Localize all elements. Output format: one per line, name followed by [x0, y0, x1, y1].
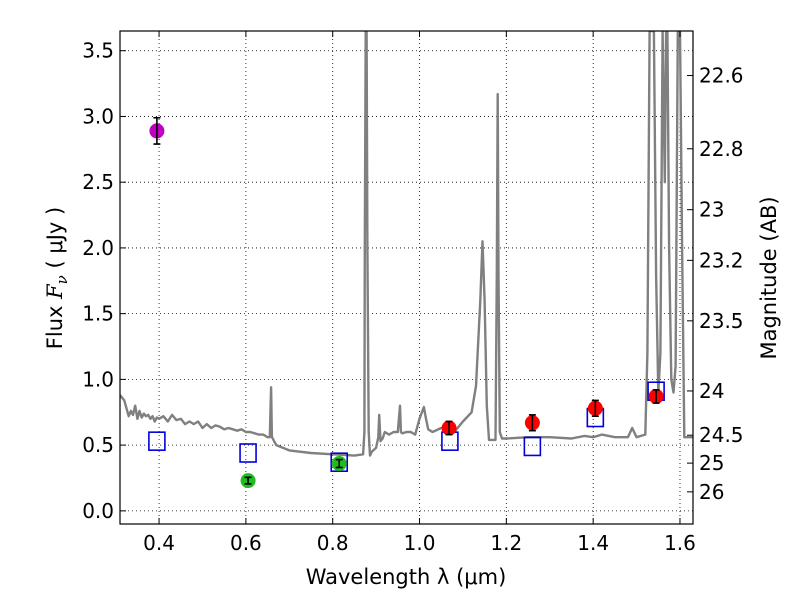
y-tick-label: 1.5 — [82, 302, 114, 326]
axis-ticks: 0.4 0.6 0.8 1.0 1.2 1.4 1.6 0.0 0.5 1.0 1.5 2.0 2.5 3… — [82, 31, 744, 555]
y-tick-label: 0.5 — [82, 433, 114, 457]
plot-frame — [119, 30, 694, 525]
markers — [148, 116, 665, 489]
mag-tick-label: 24.5 — [699, 423, 744, 447]
y-axis-title: Flux Fν ( μJy ) — [43, 207, 71, 349]
x-axis-title: Wavelength λ (μm) — [306, 565, 507, 589]
y-tick-label: 3.5 — [82, 39, 114, 63]
mag-tick-label: 24 — [699, 379, 724, 403]
y-axis-title-math: F — [43, 283, 67, 300]
mag-tick-label: 23.2 — [699, 248, 744, 272]
mag-tick-label: 22.8 — [699, 137, 744, 161]
y-tick-label: 0.0 — [82, 499, 114, 523]
y-tick-label: 1.0 — [82, 367, 114, 391]
mag-tick-label: 23.5 — [699, 309, 744, 333]
x-tick-label: 1.0 — [404, 531, 436, 555]
y-tick-label: 3.0 — [82, 104, 114, 128]
mag-tick-label: 22.6 — [699, 64, 744, 88]
grid-lines — [120, 31, 693, 524]
y-axis-title-text: Flux — [43, 299, 67, 349]
model-photometry-square — [148, 431, 166, 451]
model-photometry-square — [330, 452, 349, 473]
y2-axis-title: Magnitude (AB) — [757, 196, 781, 359]
x-tick-label: 1.6 — [664, 531, 696, 555]
y-axis-title-sub: ν — [53, 275, 71, 284]
y-tick-label: 2.5 — [82, 170, 114, 194]
y-tick-label: 2.0 — [82, 236, 114, 260]
mag-tick-label: 23 — [699, 198, 724, 222]
mag-tick-label: 26 — [699, 480, 724, 504]
model-photometry-square — [239, 443, 257, 463]
x-tick-label: 1.4 — [577, 531, 609, 555]
plot-area — [120, 31, 693, 457]
x-tick-label: 0.8 — [317, 531, 349, 555]
y-axis-title-unit: ( μJy ) — [43, 207, 67, 275]
x-tick-label: 0.4 — [143, 531, 175, 555]
x-tick-label: 1.2 — [490, 531, 522, 555]
model-photometry-square — [523, 436, 542, 457]
sed-model-line — [120, 31, 693, 457]
mag-tick-label: 25 — [699, 451, 724, 475]
x-tick-label: 0.6 — [230, 531, 262, 555]
